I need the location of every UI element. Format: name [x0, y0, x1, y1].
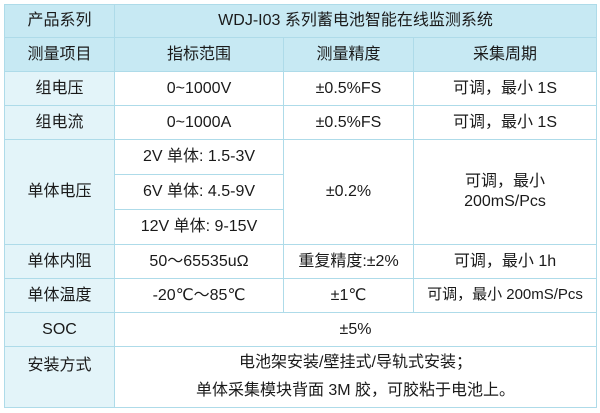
cell-temperature-label: 单体温度 — [4, 278, 115, 313]
product-series-value: WDJ-I03 系列蓄电池智能在线监测系统 — [114, 4, 597, 38]
cell-voltage-range-12v: 12V 单体: 9-15V — [114, 209, 284, 245]
row-soc: SOC ±5% — [4, 312, 597, 347]
row-cell-voltage-2v: 单体电压 2V 单体: 1.5-3V ±0.2% 可调，最小 200mS/Pcs — [4, 139, 597, 245]
cell-temperature-accuracy: ±1℃ — [283, 278, 414, 313]
pack-voltage-label: 组电压 — [4, 71, 115, 106]
row-pack-current: 组电流 0~1000A ±0.5%FS 可调，最小 1S — [4, 105, 597, 140]
soc-value: ±5% — [114, 312, 597, 347]
installation-line1: 电池架安装/壁挂式/导轨式安装； — [239, 354, 472, 371]
col-header-range: 指标范围 — [114, 37, 284, 72]
pack-current-label: 组电流 — [4, 105, 115, 140]
pack-current-accuracy: ±0.5%FS — [283, 105, 414, 140]
cell-resistance-label: 单体内阻 — [4, 244, 115, 279]
cell-voltage-range-2v: 2V 单体: 1.5-3V — [114, 139, 284, 175]
col-header-period: 采集周期 — [413, 37, 597, 72]
cell-voltage-accuracy: ±0.2% — [283, 139, 414, 245]
row-cell-voltage-12v: 12V 单体: 9-15V — [5, 209, 597, 245]
cell-voltage-period-line2: 200mS/Pcs — [464, 193, 546, 210]
pack-voltage-accuracy: ±0.5%FS — [283, 71, 414, 106]
cell-temperature-period: 可调，最小 200mS/Pcs — [413, 278, 597, 313]
installation-value: 电池架安装/壁挂式/导轨式安装； 单体采集模块背面 3M 胶，可胶粘于电池上。 — [114, 346, 597, 408]
row-cell-voltage-6v: 6V 单体: 4.5-9V — [5, 174, 597, 210]
row-product-series: 产品系列 WDJ-I03 系列蓄电池智能在线监测系统 — [4, 4, 597, 38]
cell-resistance-period: 可调，最小 1h — [413, 244, 597, 279]
installation-line2: 单体采集模块背面 3M 胶，可胶粘于电池上。 — [195, 382, 516, 399]
pack-voltage-range: 0~1000V — [114, 71, 284, 106]
row-pack-voltage: 组电压 0~1000V ±0.5%FS 可调，最小 1S — [4, 71, 597, 106]
cell-voltage-label: 单体电压 — [4, 139, 115, 245]
pack-current-range: 0~1000A — [114, 105, 284, 140]
pack-voltage-period: 可调，最小 1S — [413, 71, 597, 106]
spec-table: 产品系列 WDJ-I03 系列蓄电池智能在线监测系统 测量项目 指标范围 测量精… — [4, 4, 597, 408]
cell-voltage-period: 可调，最小 200mS/Pcs — [413, 139, 597, 245]
cell-temperature-range: -20℃～85℃ — [114, 278, 284, 313]
cell-voltage-range-6v: 6V 单体: 4.5-9V — [114, 174, 284, 210]
installation-label: 安装方式 — [4, 346, 115, 408]
cell-voltage-period-line1: 可调，最小 — [464, 173, 545, 190]
cell-resistance-range: 50～65535uΩ — [114, 244, 284, 279]
row-cell-temperature: 单体温度 -20℃～85℃ ±1℃ 可调，最小 200mS/Pcs — [4, 278, 597, 313]
product-series-label: 产品系列 — [4, 4, 115, 38]
cell-resistance-accuracy: 重复精度:±2% — [283, 244, 414, 279]
col-header-accuracy: 测量精度 — [283, 37, 414, 72]
row-cell-resistance: 单体内阻 50～65535uΩ 重复精度:±2% 可调，最小 1h — [4, 244, 597, 279]
row-column-headers: 测量项目 指标范围 测量精度 采集周期 — [4, 37, 597, 72]
col-header-item: 测量项目 — [4, 37, 115, 72]
pack-current-period: 可调，最小 1S — [413, 105, 597, 140]
row-installation: 安装方式 电池架安装/壁挂式/导轨式安装； 单体采集模块背面 3M 胶，可胶粘于… — [4, 346, 597, 408]
soc-label: SOC — [4, 312, 115, 347]
